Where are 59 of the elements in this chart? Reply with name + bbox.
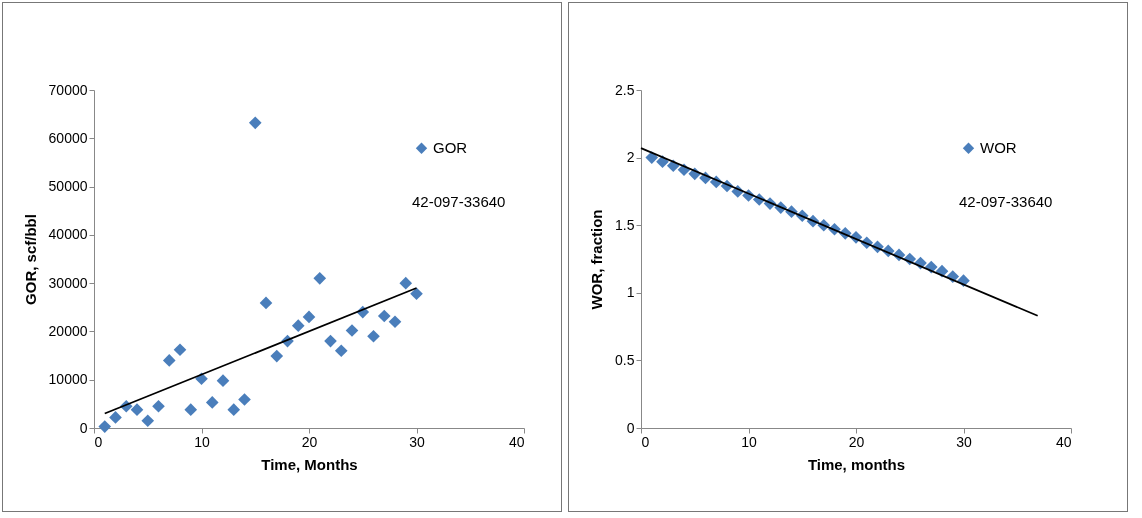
point <box>377 309 391 323</box>
point <box>259 296 273 310</box>
y-tick-label: 70000 <box>48 81 88 98</box>
point <box>334 344 348 358</box>
y-tick-label: 30000 <box>48 274 88 291</box>
y-tick-label: 2.5 <box>615 81 635 98</box>
point <box>410 287 423 301</box>
point <box>152 399 165 413</box>
legend-label: WOR <box>980 139 1017 157</box>
point <box>367 329 380 343</box>
y-tick-label: 60000 <box>48 129 88 146</box>
point <box>184 403 198 416</box>
point <box>227 403 241 416</box>
point <box>130 403 144 416</box>
y-tick-label: 1 <box>626 284 635 301</box>
x-tick-label: 10 <box>741 433 757 450</box>
point <box>388 315 402 329</box>
x-tick-label: 0 <box>94 433 103 450</box>
point <box>345 324 359 337</box>
y-axis-title: GOR, scf/bbl <box>21 214 39 305</box>
point <box>205 396 219 409</box>
x-tick-label: 0 <box>641 433 650 450</box>
y-tick-label: 1.5 <box>615 216 635 233</box>
point <box>216 374 230 387</box>
x-tick-label: 40 <box>508 433 525 450</box>
x-axis-title: Time, months <box>807 455 906 473</box>
point <box>399 276 413 290</box>
point <box>141 414 155 428</box>
point <box>324 334 337 348</box>
y-tick-label: 0 <box>626 419 635 436</box>
point <box>313 271 327 285</box>
y-tick-label: 40000 <box>48 226 88 243</box>
point <box>248 116 262 130</box>
y-tick-label: 50000 <box>48 178 88 195</box>
point <box>302 310 316 324</box>
point <box>162 354 176 367</box>
x-tick-label: 40 <box>1055 433 1072 450</box>
annotation: 42-097-33640 <box>412 192 506 210</box>
legend-label: GOR <box>433 139 468 157</box>
y-tick-label: 20000 <box>48 322 88 339</box>
y-tick-label: 2 <box>626 149 635 166</box>
point <box>173 343 187 357</box>
y-tick-label: 10000 <box>48 371 88 388</box>
point <box>98 420 112 433</box>
x-tick-label: 30 <box>956 433 972 450</box>
x-tick-label: 30 <box>409 433 425 450</box>
point <box>238 393 251 406</box>
x-tick-label: 10 <box>194 433 210 450</box>
point <box>109 411 122 424</box>
x-tick-label: 20 <box>301 433 318 450</box>
y-axis-title: WOR, fraction <box>588 209 606 310</box>
y-tick-label: 0 <box>79 419 88 436</box>
y-tick-label: 0.5 <box>615 351 635 368</box>
x-axis-title: Time, Months <box>261 455 358 473</box>
point <box>291 319 305 332</box>
point <box>270 349 284 363</box>
point <box>645 151 659 164</box>
x-tick-label: 20 <box>848 433 865 450</box>
annotation: 42-097-33640 <box>959 192 1053 210</box>
